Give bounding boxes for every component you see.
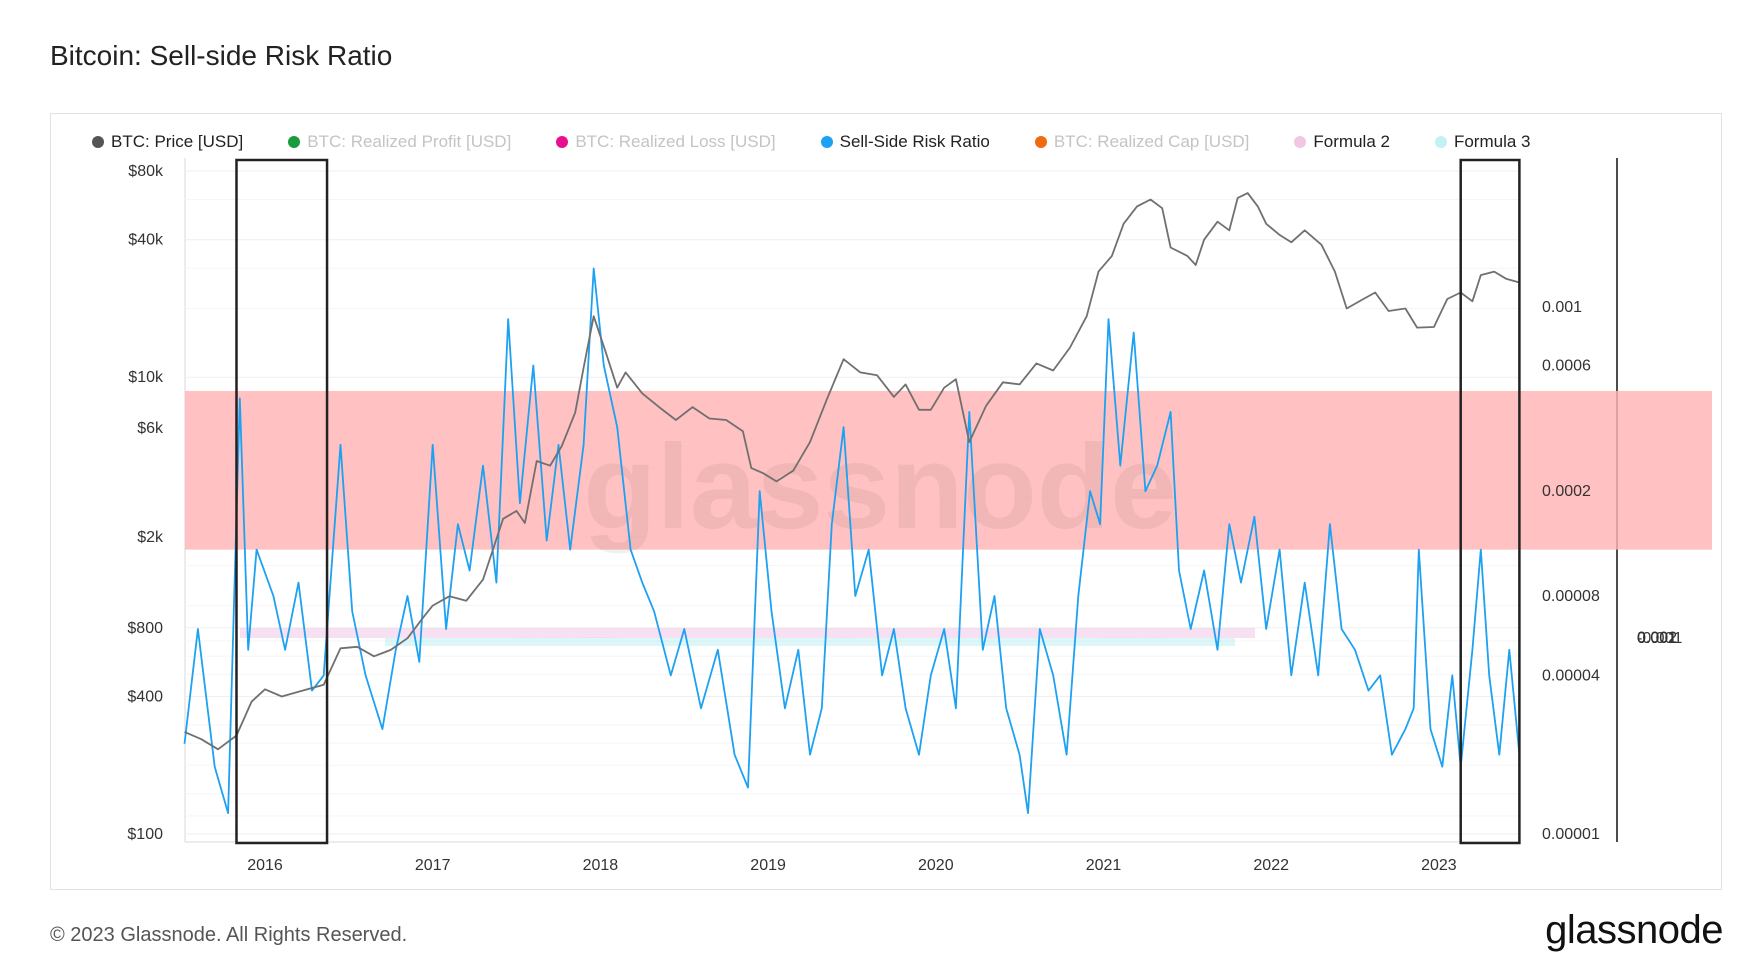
legend-item[interactable]: Formula 2 (1294, 132, 1390, 152)
legend-label: BTC: Price [USD] (111, 132, 244, 151)
legend-item[interactable]: BTC: Realized Profit [USD] (288, 132, 511, 152)
x-tick-label: 2018 (583, 857, 619, 874)
legend-dot-icon (288, 136, 301, 148)
legend-item[interactable]: BTC: Realized Loss [USD] (556, 132, 776, 152)
price-line (184, 192, 1520, 751)
legend-label: Formula 2 (1313, 132, 1390, 151)
x-tick-label: 2021 (1086, 857, 1122, 874)
mid-axis-tick-label: 0.001 (1542, 299, 1582, 316)
highlight-box (235, 158, 329, 845)
mid-axis-tick-label: 0.0002 (1542, 483, 1591, 500)
left-axis-tick-label: $40k (128, 232, 164, 249)
brand-logo[interactable]: glassnode (1545, 908, 1723, 952)
legend-label: Sell-Side Risk Ratio (839, 132, 990, 151)
mid-axis-tick-label: 0.00008 (1542, 588, 1600, 605)
legend-label: Formula 3 (1453, 132, 1531, 151)
x-tick-label: 2017 (415, 857, 451, 874)
x-tick-label: 2019 (750, 857, 786, 874)
left-axis-tick-label: $400 (127, 689, 163, 706)
right-axis-tick-label: 0.002 (1637, 630, 1677, 647)
left-axis-tick-label: $2k (137, 529, 164, 546)
legend-item[interactable]: BTC: Realized Cap [USD] (1034, 132, 1250, 152)
right-axis-tick-label: -0.001 (1637, 630, 1682, 647)
copyright-text: © 2023 Glassnode. All Rights Reserved. (50, 924, 408, 946)
x-tick-label: 2020 (918, 857, 954, 874)
x-tick-label: 2022 (1253, 857, 1289, 874)
right-axis-tick-label: 0 (1637, 630, 1646, 647)
left-axis-tick-label: $6k (137, 420, 164, 437)
legend-dot-icon (1434, 136, 1447, 148)
right-axis-tick-label: 0.001 (1637, 630, 1677, 647)
legend-label: BTC: Realized Cap [USD] (1053, 132, 1250, 151)
mid-axis-tick-label: 0.00004 (1542, 667, 1600, 684)
highlight-box (1459, 158, 1521, 845)
legend-label: BTC: Realized Loss [USD] (575, 132, 776, 151)
left-axis-tick-label: $800 (127, 620, 163, 637)
legend-dot-icon (1034, 136, 1047, 148)
legend-label: BTC: Realized Profit [USD] (307, 132, 512, 151)
mid-axis-tick-label: 0.00001 (1542, 826, 1600, 843)
formula3-baseline (385, 638, 1235, 646)
left-axis-tick-label: $10k (128, 369, 164, 386)
legend-dot-icon (1294, 136, 1307, 148)
legend-item[interactable]: Formula 3 (1434, 132, 1531, 152)
risk-ratio-line (183, 267, 1521, 814)
left-axis-tick-label: $80k (128, 163, 164, 180)
x-tick-label: 2016 (247, 857, 283, 874)
legend-dot-icon (820, 136, 833, 148)
highlight-band (185, 390, 1712, 550)
formula2-baseline (240, 628, 1255, 638)
mid-axis-tick-label: 0.0006 (1542, 357, 1591, 374)
watermark-text: glassnode (583, 420, 1177, 554)
legend-dot-icon (92, 136, 104, 148)
x-tick-label: 2023 (1421, 857, 1457, 874)
left-axis-tick-label: $100 (127, 826, 163, 843)
legend-item[interactable]: BTC: Price [USD] (92, 132, 243, 152)
legend-item[interactable]: Sell-Side Risk Ratio (820, 132, 990, 152)
legend: BTC: Price [USD] BTC: Realized Profit [US… (92, 130, 1575, 154)
legend-dot-icon (556, 136, 569, 148)
chart-title: Bitcoin: Sell-side Risk Ratio (50, 40, 393, 71)
